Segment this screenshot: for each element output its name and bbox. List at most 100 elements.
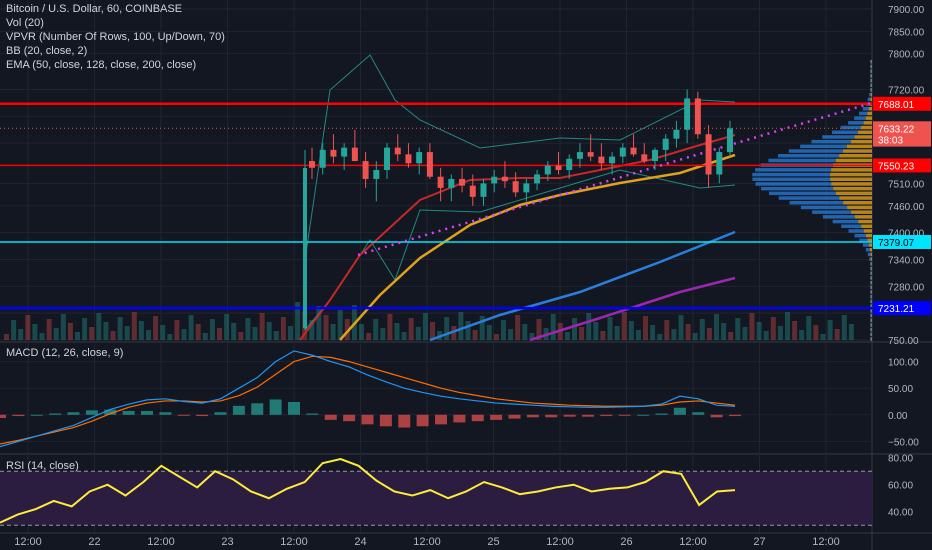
- candle-body: [630, 147, 637, 155]
- vpvr-bar-down: [871, 88, 872, 92]
- macd-histogram-bar: [343, 414, 356, 422]
- volume-bar: [792, 321, 798, 340]
- ema128-line: [429, 230, 736, 342]
- vpvr-bar-up: [841, 224, 862, 228]
- volume-bar: [337, 310, 343, 340]
- candle-body: [587, 152, 594, 157]
- vpvr-bar-up: [778, 196, 840, 200]
- x-tick-label: 12:00: [280, 536, 308, 548]
- volume-bar: [75, 332, 80, 340]
- vpvr-bar-up: [870, 290, 872, 294]
- volume-bar: [18, 329, 24, 340]
- volume-bar: [408, 318, 414, 340]
- vpvr-bar-up: [870, 313, 872, 318]
- volume-bar: [231, 323, 237, 340]
- volume-bar: [316, 306, 322, 340]
- vpvr-bar-down: [847, 205, 872, 210]
- volume-bar: [607, 317, 613, 340]
- volume-bar: [273, 331, 279, 340]
- volume-bar: [217, 328, 222, 340]
- candle-body: [405, 154, 412, 164]
- volume-bar: [735, 318, 741, 340]
- price-tick-label: 7850.00: [888, 27, 925, 38]
- vpvr-bar-up: [870, 280, 872, 285]
- volume-bar: [770, 317, 776, 340]
- volume-bar: [323, 315, 329, 340]
- rsi-tick-label: 60.00: [888, 481, 913, 492]
- macd-histogram-bar: [471, 414, 484, 422]
- macd-histogram-bar: [232, 405, 245, 415]
- x-tick-label: 12:00: [14, 536, 42, 548]
- vpvr-bar-down: [830, 177, 872, 181]
- volume-bar: [444, 317, 450, 340]
- macd-histogram-bar: [49, 413, 62, 415]
- vpvr-bar-up: [778, 154, 840, 158]
- volume-bar: [756, 322, 762, 340]
- legend-bb: BB (20, close, 2): [6, 45, 88, 57]
- macd-histogram-bar: [361, 414, 374, 425]
- vpvr-bar-down: [863, 229, 872, 233]
- volume-bar: [288, 326, 293, 340]
- vpvr-bar-down: [871, 257, 872, 261]
- macd-histogram-bar: [710, 414, 723, 418]
- price-tag: [873, 301, 931, 316]
- volume-bar: [763, 331, 769, 340]
- volume-bar: [650, 325, 656, 340]
- vpvr-bar-down: [871, 271, 872, 275]
- volume-bar: [749, 313, 755, 340]
- vpvr-bar-down: [851, 210, 872, 214]
- volume-bar: [522, 324, 528, 340]
- volume-bar: [742, 327, 748, 340]
- vpvr-bar-down: [839, 196, 872, 200]
- volume-bar: [586, 313, 592, 340]
- volume-bar: [117, 317, 123, 340]
- candle-body: [351, 147, 358, 162]
- volume-bar: [89, 327, 95, 340]
- vpvr-bar-down: [870, 97, 872, 102]
- vpvr-bar-up: [870, 299, 872, 304]
- volume-bar: [46, 319, 52, 340]
- x-tick-label: 12:00: [147, 536, 175, 548]
- vpvr-bar-down: [871, 323, 872, 327]
- volume-bar: [138, 321, 144, 340]
- rsi-legend: RSI (14, close): [6, 460, 79, 472]
- volume-bar: [280, 317, 286, 340]
- x-tick-label: 25: [487, 536, 499, 548]
- candle-body: [544, 165, 551, 175]
- volume-bar: [67, 323, 73, 340]
- volume-bar: [657, 334, 663, 340]
- price-tag-label: 7379.07: [878, 238, 915, 249]
- candle-body: [303, 168, 307, 328]
- vpvr-bar-up: [862, 107, 869, 111]
- price-tick-label: 750.00: [888, 336, 919, 347]
- macd-histogram-bar: [563, 414, 576, 417]
- candle-body: [651, 149, 658, 162]
- macd-histogram-bar: [398, 414, 411, 428]
- candle-body: [319, 149, 326, 168]
- volume-bar: [32, 324, 38, 340]
- volume-bar: [344, 319, 350, 340]
- vpvr-bar-down: [839, 154, 872, 158]
- vpvr-bar-up: [870, 64, 872, 69]
- x-tick-label: 24: [354, 536, 366, 548]
- volume-bar: [621, 312, 627, 340]
- volume-bar: [131, 312, 137, 340]
- candle-body: [598, 156, 605, 164]
- candle-body: [341, 147, 348, 157]
- macd-tick-label: 50.00: [888, 384, 913, 395]
- vpvr-bar-down: [868, 107, 872, 111]
- macd-histogram-bar: [379, 414, 392, 427]
- volume-bar: [529, 333, 535, 340]
- macd-line: [0, 350, 736, 448]
- volume-bar: [848, 324, 854, 340]
- candle-body: [609, 156, 616, 164]
- volume-bar: [685, 324, 691, 340]
- vpvr-bar-down: [865, 116, 872, 120]
- macd-tick-label: 100.00: [888, 358, 919, 369]
- vpvr-bar-up: [822, 215, 855, 219]
- macd-histogram-bar: [692, 412, 705, 415]
- volume-bar: [167, 334, 173, 340]
- candle-body: [641, 154, 648, 162]
- candle-body: [619, 147, 626, 157]
